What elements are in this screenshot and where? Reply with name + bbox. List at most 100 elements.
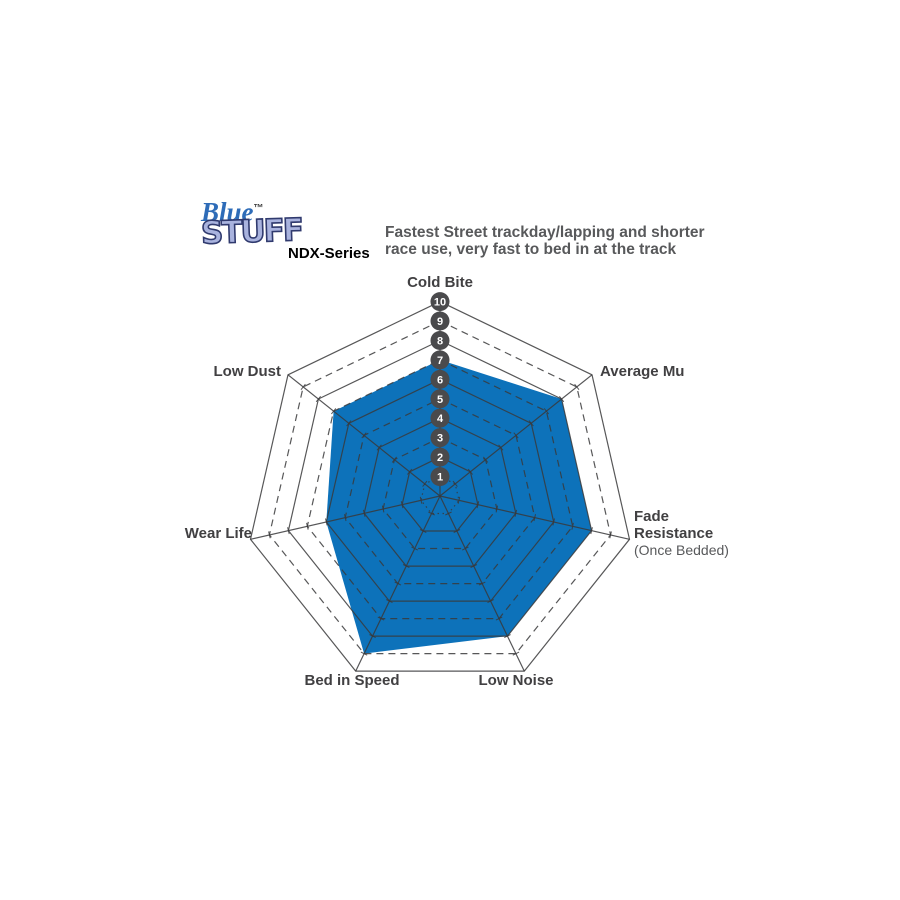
axis-tick-9: [609, 531, 612, 539]
axis-tick-9: [300, 383, 306, 391]
axis-tick-1: [452, 480, 458, 487]
axis-label-average-mu: Average Mu: [600, 363, 685, 380]
description-line-1: Fastest Street trackday/lapping and shor…: [385, 224, 705, 241]
axis-tick-4: [376, 444, 382, 451]
scale-badge-8: [430, 331, 450, 350]
data-polygon-bluestuff-ndx: [326, 359, 592, 654]
axis-tick-4: [362, 509, 366, 517]
axis-tick-1: [457, 496, 461, 504]
axis-label-low-dust: Low Dust: [213, 363, 282, 380]
scale-badge-number-9: 9: [437, 316, 443, 328]
scale-badge-number-1: 1: [437, 472, 443, 484]
axis-tick-2: [419, 529, 427, 533]
grid-ring-8: [287, 339, 593, 637]
grid-ring-2: [401, 456, 479, 532]
axis-tick-7: [571, 522, 574, 530]
axis-label-fade-resistance: Fade Resistance (Once Bedded): [634, 508, 734, 559]
product-description: Fastest Street trackday/lapping and shor…: [385, 224, 705, 258]
scale-badge-2: [430, 447, 450, 467]
axis-tick-3: [495, 505, 499, 513]
axis-tick-9: [512, 651, 520, 656]
axis-tick-8: [369, 634, 376, 639]
scale-badge-7: [430, 350, 450, 370]
logo-word-stuff: STUFF: [200, 211, 304, 252]
axis-tick-1: [419, 496, 423, 504]
scale-badge-3: [430, 428, 450, 448]
axis-tick-5: [533, 514, 536, 522]
axis-label-low-noise: Low Noise: [478, 672, 554, 689]
scale-badge-number-5: 5: [437, 394, 443, 406]
axis-tick-4: [498, 444, 504, 451]
scale-badge-9: [430, 311, 450, 331]
axis-tick-3: [483, 456, 489, 463]
axis-tick-5: [513, 432, 519, 439]
axis-tick-3: [381, 505, 385, 513]
scale-badge-6: [430, 369, 450, 389]
axis-tick-6: [346, 420, 352, 427]
axis-label-bed-in-speed: Bed in Speed: [304, 672, 400, 689]
axis-tick-2: [476, 501, 480, 509]
logo-word-blue: Blue™: [201, 197, 296, 227]
axis-tick-4: [402, 564, 410, 569]
axis-tick-6: [552, 518, 555, 526]
axis-tick-8: [315, 395, 321, 403]
axis-label-wear-life: Wear Life: [184, 525, 252, 542]
scale-badge-number-6: 6: [437, 374, 443, 386]
description-line-2: race use, very fast to bed in at the tra…: [385, 241, 677, 258]
axis-tick-3: [391, 456, 397, 463]
axis-tick-9: [574, 383, 580, 391]
axis-tick-6: [528, 420, 534, 427]
scale-badge-5: [430, 389, 450, 409]
axis-tick-1: [428, 511, 435, 516]
axis-tick-2: [453, 529, 461, 533]
axis-tick-1: [422, 480, 428, 487]
axis-tick-8: [590, 527, 593, 535]
axis-tick-5: [344, 514, 347, 522]
scale-badge-10: [430, 292, 450, 312]
bluestuff-logo: Blue™ STUFF: [200, 197, 304, 267]
axis-tick-7: [377, 616, 385, 621]
trademark-symbol: ™: [253, 203, 264, 214]
axis-tick-6: [487, 599, 495, 604]
scale-badge-4: [430, 408, 450, 428]
axis-tick-6: [385, 599, 393, 604]
grid-ring-9: [268, 320, 612, 655]
scale-badge-number-3: 3: [437, 433, 443, 445]
axis-tick-5: [361, 432, 367, 439]
axis-tick-8: [504, 634, 511, 639]
grid-ring-7: [306, 359, 574, 620]
series-name: NDX-Series: [288, 245, 370, 262]
axis-tick-2: [400, 501, 404, 509]
axis-tick-9: [268, 531, 271, 539]
scale-badge-1: [430, 467, 450, 487]
axis-tick-7: [495, 616, 503, 621]
axis-label-once-bedded: (Once Bedded): [634, 542, 729, 558]
axis-tick-6: [325, 518, 328, 526]
axis-tick-4: [514, 509, 518, 517]
axis-tick-7: [543, 408, 549, 415]
grid-ring-5: [344, 398, 536, 585]
scale-badge-number-8: 8: [437, 336, 443, 348]
axis-label-fade-resistance-main: Fade Resistance: [634, 508, 714, 542]
axis-tick-5: [394, 581, 402, 586]
axis-tick-7: [306, 522, 309, 530]
grid-ring-4: [363, 417, 517, 567]
axis-tick-9: [360, 651, 368, 656]
scale-badge-number-7: 7: [437, 355, 443, 367]
grid-ring-10: [249, 300, 631, 672]
axis-tick-3: [411, 546, 419, 551]
axis-tick-5: [478, 581, 486, 586]
axis-tick-2: [407, 468, 413, 475]
axis-tick-1: [445, 511, 452, 516]
axis-tick-7: [331, 408, 337, 415]
axis-label-cold-bite: Cold Bite: [407, 274, 473, 291]
scale-badge-number-10: 10: [434, 297, 446, 309]
logo-blue-text: Blue: [201, 197, 254, 227]
axis-tick-8: [287, 527, 290, 535]
axis-tick-3: [461, 546, 469, 551]
scale-badge-number-2: 2: [437, 452, 443, 464]
axis-tick-2: [467, 468, 473, 475]
axis-tick-4: [470, 564, 478, 569]
